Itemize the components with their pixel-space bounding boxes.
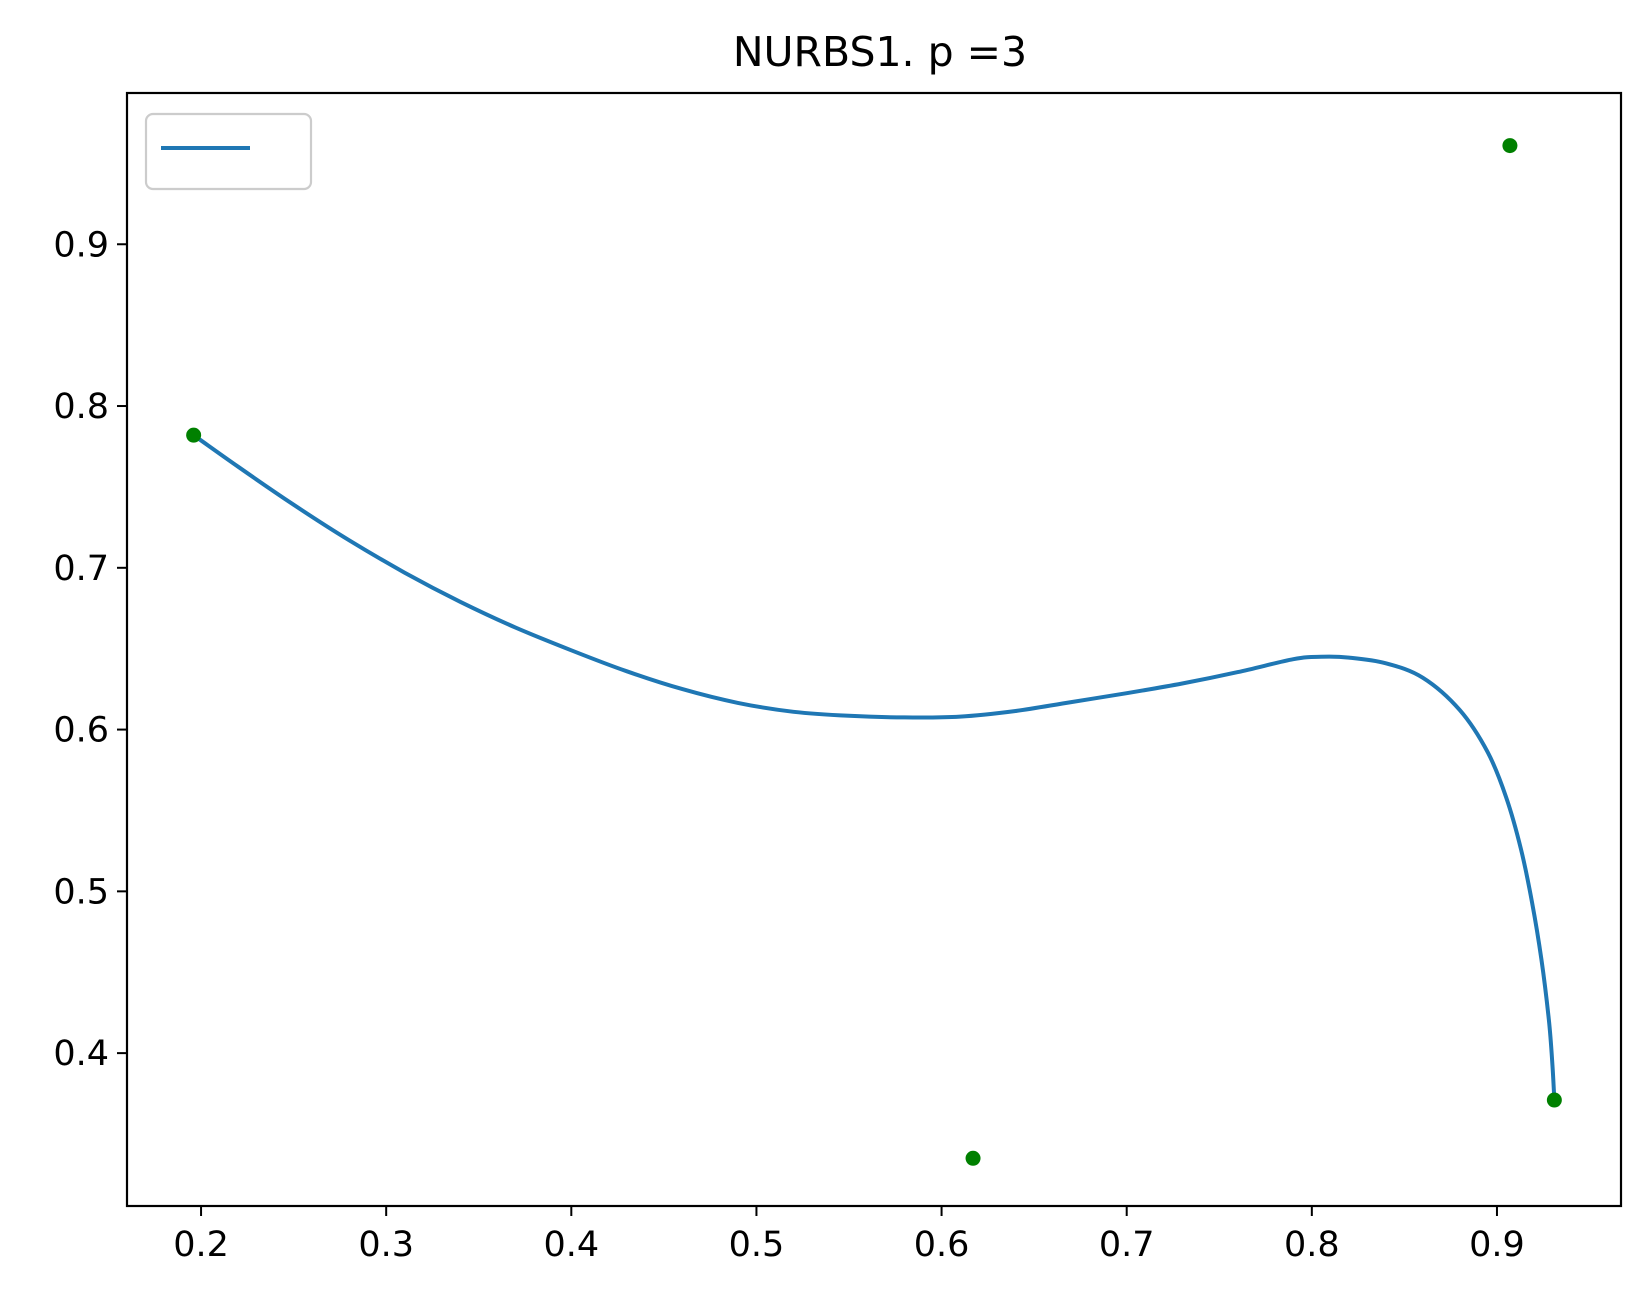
series-curve-line bbox=[190, 432, 1557, 1103]
legend bbox=[144, 112, 313, 191]
plot-area bbox=[186, 138, 1562, 1166]
x-tick-label: 0.3 bbox=[358, 1225, 414, 1265]
control-point bbox=[186, 427, 202, 443]
axes: 0.2 0.3 0.4 0.5 0.6 0.7 0.8 0.9 0.4 0.5 0.6 0.7 0.8 0… bbox=[53, 225, 1524, 1265]
y-tick-label: 0.8 bbox=[53, 387, 109, 427]
axes-frame bbox=[125, 91, 1623, 1208]
control-point bbox=[965, 1150, 981, 1166]
y-tick-label: 0.5 bbox=[53, 872, 109, 912]
legend-box bbox=[144, 112, 313, 191]
x-tick-label: 0.4 bbox=[543, 1225, 599, 1265]
y-tick-label: 0.6 bbox=[53, 711, 109, 751]
x-tick-label: 0.2 bbox=[173, 1225, 229, 1265]
control-point bbox=[1502, 138, 1518, 154]
x-tick-label: 0.6 bbox=[914, 1225, 970, 1265]
x-tick-label: 0.5 bbox=[729, 1225, 785, 1265]
y-tick-label: 0.9 bbox=[53, 225, 109, 265]
chart-title: NURBS1. p =3 bbox=[733, 28, 1027, 76]
control-point bbox=[1546, 1092, 1562, 1108]
x-tick-label: 0.7 bbox=[1099, 1225, 1155, 1265]
x-tick-label: 0.9 bbox=[1469, 1225, 1525, 1265]
y-tick-label: 0.4 bbox=[53, 1034, 109, 1074]
y-tick-label: 0.7 bbox=[53, 549, 109, 589]
x-tick-label: 0.8 bbox=[1284, 1225, 1340, 1265]
